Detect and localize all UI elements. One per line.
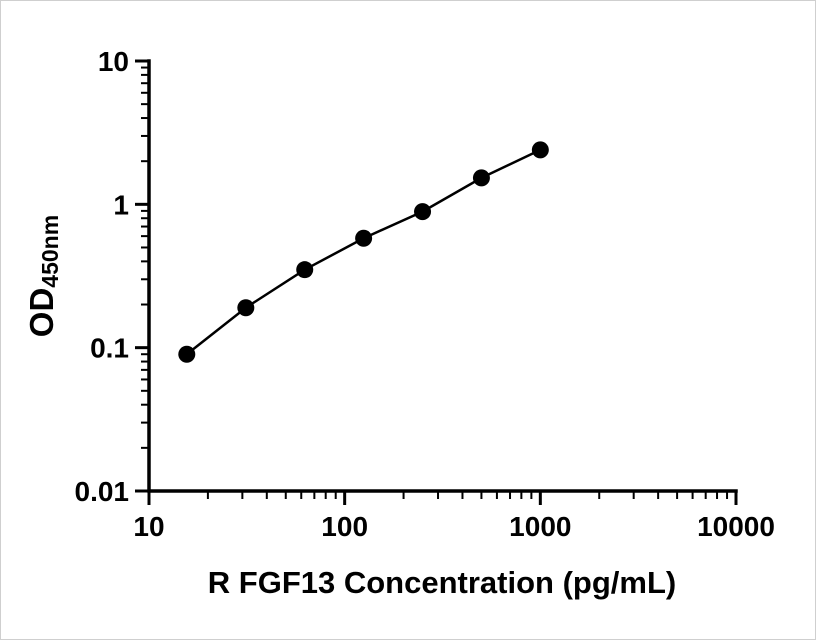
- data-point-marker: [237, 299, 255, 317]
- y-axis-title: OD450nm: [23, 215, 63, 337]
- x-tick-label: 1000: [509, 511, 571, 542]
- y-tick-label: 10: [98, 46, 129, 77]
- y-axis-title-sub: 450nm: [37, 215, 63, 288]
- y-tick-label: 0.01: [75, 476, 130, 507]
- y-axis-title-main: OD: [23, 288, 60, 338]
- data-point-marker: [472, 169, 490, 187]
- x-axis-title: R FGF13 Concentration (pg/mL): [208, 565, 676, 600]
- y-tick-label: 0.1: [90, 333, 129, 364]
- data-point-marker: [355, 229, 373, 247]
- data-point-marker: [414, 203, 432, 221]
- data-point-marker: [296, 261, 314, 279]
- x-tick-label: 100: [321, 511, 368, 542]
- y-tick-label: 1: [113, 189, 129, 220]
- x-tick-label: 10000: [697, 511, 775, 542]
- x-tick-label: 10: [133, 511, 164, 542]
- axes: 10 100 1000 10000 10 1 0.1 0.01: [75, 46, 775, 542]
- axis-spine: [147, 59, 738, 493]
- data-series: [178, 141, 549, 363]
- data-point-marker: [178, 345, 196, 363]
- data-point-marker: [531, 141, 549, 159]
